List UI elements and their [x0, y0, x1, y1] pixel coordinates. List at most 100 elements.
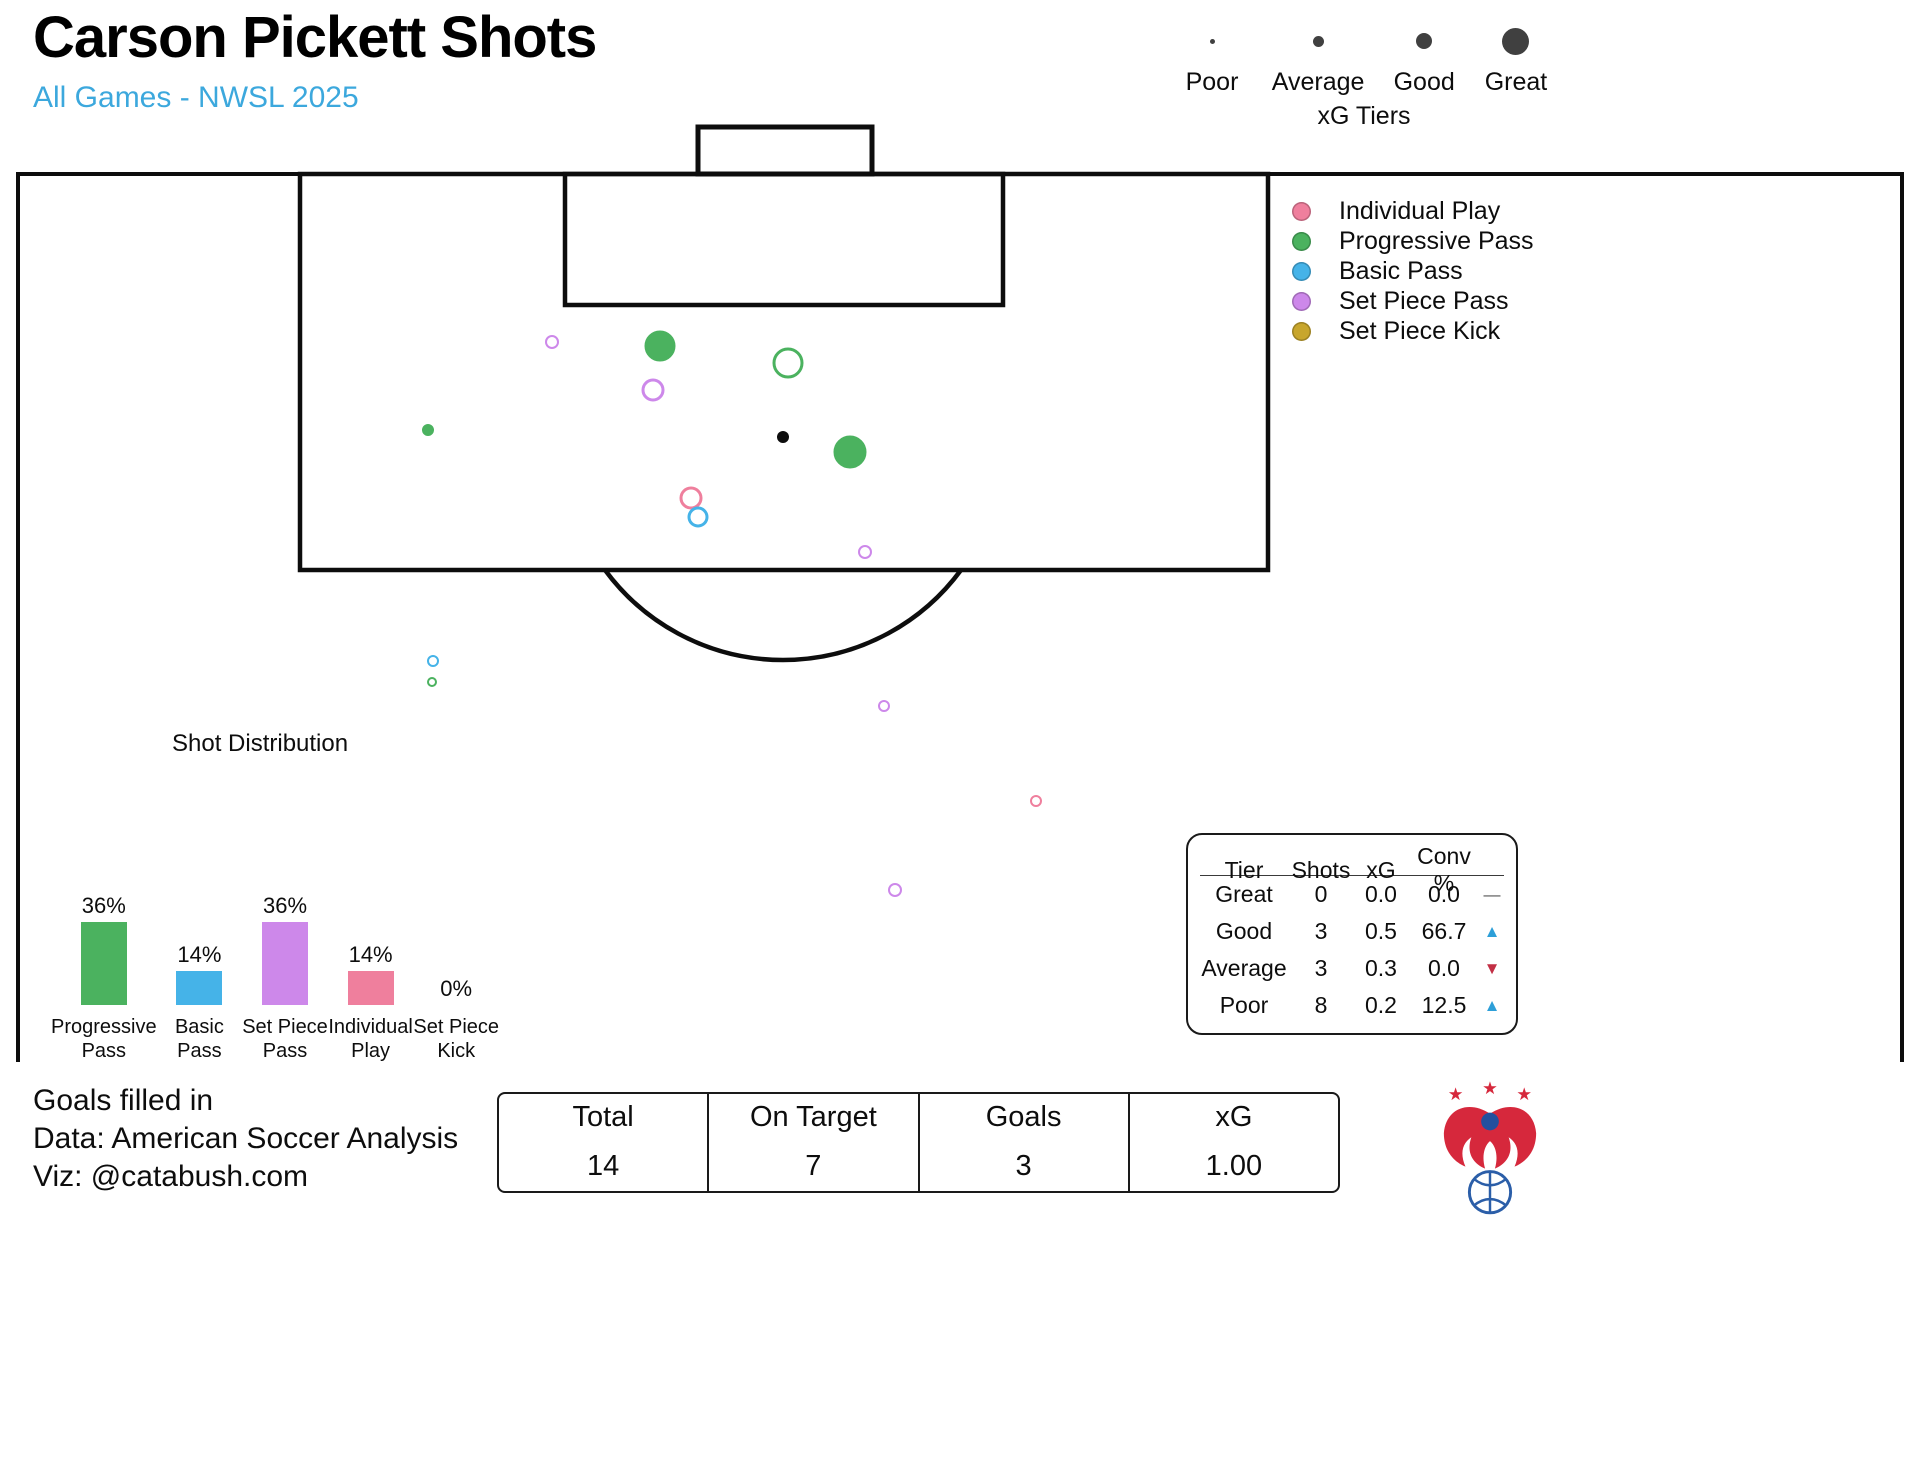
- page-title: Carson Pickett Shots: [33, 5, 597, 70]
- penalty-arc: [603, 568, 963, 663]
- xg-tier-item: Poor: [1180, 14, 1244, 97]
- xg-tier-item: Average: [1272, 14, 1364, 97]
- bar-category-line: Kick: [437, 1040, 476, 1062]
- summary-value: 7: [805, 1149, 822, 1182]
- category-legend: Individual Play Progressive Pass Basic Pas…: [1292, 196, 1534, 346]
- goal-frame: [695, 124, 875, 177]
- eagle-wings-icon: [1443, 1106, 1537, 1169]
- xg-tier-dot: [1312, 35, 1324, 47]
- bar: [347, 971, 394, 1005]
- summary-header: Goals: [985, 1101, 1062, 1133]
- xg-tier-legend: Poor Average Good Great xG Tiers: [1180, 14, 1548, 131]
- summary-header: Total: [572, 1101, 634, 1133]
- bar-value-label: 0%: [440, 976, 473, 1001]
- xg-tier-dot: [1209, 38, 1215, 44]
- legend-label: Individual Play: [1339, 196, 1501, 225]
- penalty-spot: [777, 431, 789, 443]
- summary-value: 1.00: [1205, 1149, 1263, 1182]
- xg-tier-caption: xG Tiers: [1317, 102, 1411, 130]
- distribution-bar-column: 36% Set Piece Pass: [242, 893, 328, 1063]
- xg-tier-label: Good: [1393, 68, 1455, 96]
- bar-value-label: 36%: [81, 893, 126, 918]
- legend-item: Basic Pass: [1292, 256, 1534, 286]
- shot-distribution-title: Shot Distribution: [172, 730, 349, 757]
- pitch-lines: [16, 124, 1904, 1062]
- shot-marker: [644, 330, 676, 362]
- tier-xg: 0.2: [1365, 992, 1397, 1018]
- xg-tier-item: Good: [1392, 14, 1456, 97]
- six-yard-box: [562, 171, 1006, 308]
- tier-table-rows: Great 0 0.0 0.0 — Good 3 0.5 66.7 ▲ Average 3 0.3 0.0…: [1200, 876, 1504, 1024]
- legend-item: Individual Play: [1292, 196, 1534, 226]
- distribution-bar-stack: 0%: [433, 893, 479, 1005]
- bar-category-label: Basic Pass: [175, 1015, 224, 1063]
- tier-xg: 0.5: [1365, 918, 1397, 944]
- penalty-box: [297, 171, 1271, 573]
- distribution-bar-stack: 14%: [176, 893, 223, 1005]
- legend-item: Set Piece Kick: [1292, 316, 1534, 346]
- tier-trend-icon: ▼: [1483, 958, 1501, 978]
- bar-category-line: Progressive: [51, 1016, 157, 1038]
- xg-tier-dot-area: [1416, 14, 1433, 68]
- shot-marker: [888, 883, 902, 897]
- distribution-bar-column: 36% Progressive Pass: [51, 893, 157, 1063]
- bar-category-line: Pass: [177, 1040, 222, 1062]
- summary-column: Total 14: [499, 1094, 710, 1191]
- xg-tier-label: Great: [1484, 68, 1548, 96]
- legend-dot: [1292, 261, 1311, 281]
- bar-category-line: Play: [351, 1040, 391, 1062]
- shot-marker: [427, 655, 439, 667]
- logo-star-icon: ★: [1516, 1084, 1532, 1104]
- bar-category-line: Individual: [328, 1016, 413, 1038]
- legend-item: Set Piece Pass: [1292, 286, 1534, 316]
- shot-distribution-bars: 36% Progressive Pass 14% Basic Pass 36% Set Pie…: [51, 893, 499, 1063]
- legend-dot: [1292, 231, 1311, 251]
- tier-table-row: Great 0 0.0 0.0 —: [1200, 876, 1504, 913]
- tier-column-header: Shots: [1291, 856, 1351, 883]
- data-credit: Data: American Soccer Analysis: [33, 1122, 459, 1155]
- bar-category-line: Pass: [81, 1040, 127, 1062]
- tier-column-header: xG: [1366, 856, 1396, 883]
- shot-marker: [641, 378, 665, 402]
- legend-label: Progressive Pass: [1339, 226, 1534, 255]
- tier-trend-icon: ▲: [1483, 921, 1501, 941]
- legend-label: Set Piece Kick: [1339, 316, 1501, 345]
- logo-star-icon: ★: [1482, 1080, 1498, 1098]
- tier-name: Great: [1215, 881, 1273, 907]
- bar: [80, 922, 127, 1005]
- tier-trend-icon: ▲: [1483, 995, 1501, 1015]
- xg-tier-label: Poor: [1185, 68, 1239, 96]
- tier-table-row: Good 3 0.5 66.7 ▲: [1200, 913, 1504, 950]
- tier-shots: 3: [1314, 918, 1328, 944]
- bar: [262, 922, 308, 1005]
- eagle-head-icon: [1481, 1112, 1499, 1131]
- xg-tier-table: Tier Shots xG Conv % Great 0 0.0 0.0 — Good 3 0.5 6…: [1186, 833, 1518, 1035]
- tier-table-header: Tier Shots xG Conv %: [1200, 843, 1504, 896]
- tier-name: Good: [1215, 918, 1273, 944]
- shot-marker: [422, 424, 434, 436]
- tier-name: Average: [1201, 955, 1287, 981]
- bar-value-label: 14%: [177, 942, 222, 967]
- xg-tier-dot: [1502, 27, 1530, 55]
- legend-label: Basic Pass: [1339, 256, 1463, 285]
- shot-marker: [772, 347, 804, 379]
- bar-category-line: Pass: [262, 1040, 308, 1062]
- legend-dot: [1292, 321, 1311, 341]
- tier-name: Poor: [1219, 992, 1269, 1018]
- bar-category-line: Set Piece: [242, 1016, 328, 1038]
- tier-table-row: Average 3 0.3 0.0 ▼: [1200, 950, 1504, 987]
- distribution-bar-column: 14% Basic Pass: [157, 893, 243, 1063]
- tier-table-row: Poor 8 0.2 12.5 ▲: [1200, 987, 1504, 1024]
- soccer-ball-seams: [1472, 1171, 1508, 1213]
- summary-header: On Target: [749, 1101, 877, 1133]
- tier-column-header: Tier: [1224, 856, 1264, 883]
- summary-header: xG: [1215, 1101, 1253, 1133]
- bar-category-label: Set Piece Kick: [413, 1015, 499, 1063]
- shot-marker: [858, 545, 872, 559]
- shot-marker: [545, 335, 559, 349]
- xg-tier-dot-area: [1209, 14, 1215, 68]
- tier-shots: 8: [1314, 992, 1328, 1018]
- bar-value-label: 14%: [348, 942, 393, 967]
